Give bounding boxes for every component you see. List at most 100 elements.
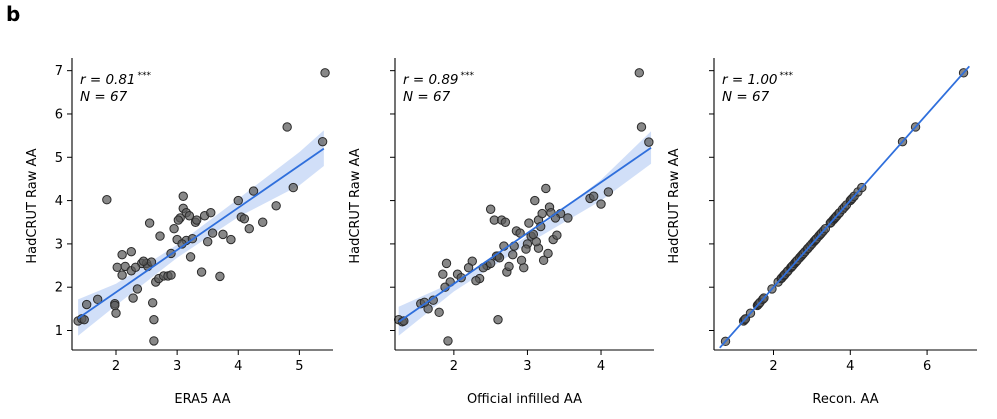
data-point <box>248 186 259 196</box>
data-point <box>636 122 647 132</box>
data-point <box>233 195 243 206</box>
data-point <box>317 136 328 147</box>
data-point <box>226 234 236 245</box>
data-point <box>79 314 89 325</box>
data-point <box>541 183 551 194</box>
data-point <box>443 336 453 346</box>
data-point <box>508 250 518 260</box>
data-point <box>500 217 511 227</box>
y-axis-label: HadCRUT Raw AA <box>25 148 40 263</box>
data-point <box>588 191 599 201</box>
x-axis-label: Recon. AA <box>812 392 878 407</box>
data-point <box>130 262 141 272</box>
stat-n-label: N = 67 <box>403 89 451 105</box>
y-axis-label: HadCRUT Raw AA <box>348 148 363 263</box>
y-tick-label: 5 <box>55 151 63 166</box>
data-point <box>155 231 165 241</box>
y-axis-label: HadCRUT Raw AA <box>667 148 682 263</box>
data-point <box>438 269 448 279</box>
data-point <box>543 248 553 259</box>
x-tick-label: 6 <box>923 359 931 374</box>
data-point <box>146 257 157 267</box>
data-point <box>117 270 127 280</box>
data-point <box>206 208 216 218</box>
data-point <box>271 201 281 211</box>
data-point <box>516 255 527 266</box>
regression-line <box>398 147 652 323</box>
data-point <box>169 224 179 234</box>
data-point <box>504 261 514 272</box>
data-point <box>92 294 103 305</box>
chart-panel-1: 1 2 3 4 5 6 7 2 3 4 5 ERA5 AA HadCRUT Raw AA r = 0.81… <box>25 58 333 407</box>
data-point <box>563 213 573 223</box>
stat-r-label: r = 0.81 *** <box>80 71 152 88</box>
stat-r-label: r = 0.89 *** <box>403 71 475 88</box>
data-point <box>191 215 202 225</box>
y-tick-label: 1 <box>55 324 63 339</box>
data-point <box>493 314 503 325</box>
confidence-band <box>398 131 652 336</box>
y-tick-label: 6 <box>55 107 63 122</box>
x-tick-label: 2 <box>450 359 458 374</box>
data-point <box>128 293 138 303</box>
panel-label: b <box>6 2 21 26</box>
data-point <box>288 182 298 193</box>
chart-panel-3: 2 4 6 Recon. AA HadCRUT Raw AA r = 1.00 ***N =… <box>667 58 977 407</box>
data-point <box>537 208 547 219</box>
stat-r-label: r = 1.00 *** <box>722 71 794 88</box>
data-point <box>110 300 120 311</box>
regression-line <box>719 65 970 349</box>
data-point <box>207 228 218 238</box>
data-point <box>521 244 531 254</box>
data-point <box>463 263 474 273</box>
x-tick-label: 5 <box>295 359 303 374</box>
data-point <box>132 284 143 294</box>
data-point <box>117 250 127 260</box>
data-point <box>111 308 121 318</box>
y-tick-label: 7 <box>55 64 63 79</box>
x-tick-label: 2 <box>112 359 120 374</box>
data-point <box>149 314 159 325</box>
data-points <box>73 68 330 346</box>
data-point <box>603 187 614 197</box>
data-point <box>112 262 122 272</box>
data-point <box>138 256 149 266</box>
data-point <box>166 270 176 280</box>
data-point <box>218 229 228 240</box>
data-point <box>102 195 112 205</box>
x-axis-label: ERA5 AA <box>174 392 230 407</box>
data-point <box>634 68 644 78</box>
x-axis-label: Official infilled AA <box>467 392 582 407</box>
data-points <box>393 68 654 346</box>
data-point <box>434 307 444 318</box>
y-tick-label: 3 <box>55 237 63 252</box>
x-tick-label: 2 <box>769 359 777 374</box>
x-tick-label: 3 <box>523 359 531 374</box>
data-point <box>596 199 606 209</box>
x-tick-label: 4 <box>597 359 605 374</box>
data-point <box>184 211 195 221</box>
data-point <box>528 229 539 240</box>
chart-panel-2: 2 3 4 Official infilled AA HadCRUT Raw AA r =… <box>348 58 654 407</box>
data-point <box>258 217 268 227</box>
data-point <box>147 298 158 308</box>
data-point <box>215 271 225 282</box>
data-point <box>173 215 184 225</box>
data-point <box>196 267 207 277</box>
data-point <box>149 336 159 346</box>
data-point <box>494 253 505 263</box>
data-point <box>126 246 136 257</box>
data-point <box>81 299 92 310</box>
regression-line <box>77 147 325 320</box>
stat-n-label: N = 67 <box>722 89 770 105</box>
data-point <box>282 122 292 132</box>
data-point <box>644 137 654 147</box>
data-point <box>538 255 549 266</box>
data-point <box>552 230 562 240</box>
x-tick-label: 4 <box>234 359 242 374</box>
data-point <box>244 224 254 234</box>
stat-n-label: N = 67 <box>80 89 128 105</box>
data-point <box>320 68 330 78</box>
x-tick-label: 4 <box>846 359 854 374</box>
